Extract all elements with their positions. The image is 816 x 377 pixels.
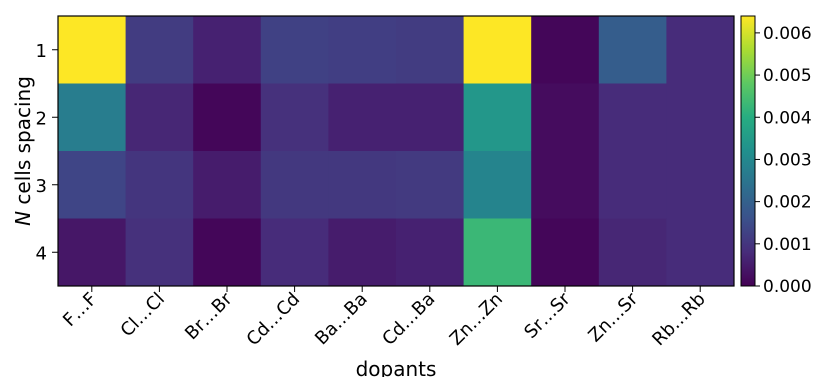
heatmap-cell [666,218,735,287]
heatmap-cell [193,218,262,287]
x-tick-label: Cd…Ba [378,289,439,350]
heatmap-cell [125,218,194,287]
heatmap-cell [463,218,532,287]
heatmap-cell [328,16,397,84]
heatmap-cell [58,218,127,287]
colorbar-tick-label: 0.000 [763,277,812,297]
heatmap-cell [396,151,465,219]
y-axis-label-var: N [11,211,35,226]
x-tick-label: Cl…Cl [117,289,169,341]
heatmap-cell [260,218,329,287]
x-tick-label: Zn…Sr [584,288,642,346]
colorbar-tick-label: 0.003 [763,150,812,170]
x-tick-label: Br…Br [181,288,237,344]
heatmap-cell [598,16,667,84]
heatmap-cell [58,16,127,84]
heatmap-cell [396,83,465,152]
heatmap-cell [193,83,262,152]
heatmap-cell [260,16,329,84]
heatmap-cell [125,83,194,152]
heatmap-cell [328,83,397,152]
heatmap-cell [260,151,329,219]
x-tick-label: Cd…Cd [243,289,305,351]
x-axis-label: dopants [356,357,437,377]
x-tick-label: Sr…Sr [520,288,575,343]
x-tick-label: Rb…Rb [648,289,709,350]
heatmap-cell [193,151,262,219]
y-axis-ticks: 1 2 3 4 [36,41,58,264]
colorbar-tick-label: 0.006 [763,24,812,44]
heatmap-cell [58,83,127,152]
heatmap-cell [531,218,600,287]
x-tick-label: Ba…Ba [311,289,372,350]
heatmap-cell [463,16,532,84]
plot-frame [57,15,735,287]
heatmap-cell [463,151,532,219]
heatmap-cell [58,151,127,219]
heatmap-cell [328,218,397,287]
y-tick-label: 3 [36,176,47,197]
x-tick-label: Zn…Zn [446,289,507,350]
colorbar-tick-label: 0.005 [763,66,812,86]
y-tick-label: 1 [36,41,47,62]
heatmap-cell [463,83,532,152]
y-axis-label: N cells spacing [11,76,35,226]
y-tick-label: 2 [36,108,47,129]
heatmap-cell [598,83,667,152]
heatmap-cell [328,151,397,219]
heatmap-cell [666,151,735,219]
heatmap-cell [396,16,465,84]
y-tick-label: 4 [36,243,47,264]
heatmap-cell [531,83,600,152]
heatmap-cell [125,16,194,84]
colorbar-tick-label: 0.004 [763,108,812,128]
y-axis-label-rest: cells spacing [11,76,35,211]
colorbar-tick-label: 0.002 [763,193,812,213]
colorbar [740,15,756,287]
heatmap-cell [260,83,329,152]
colorbar-ticks: 0.000 0.001 0.002 0.003 0.004 0.005 0.006 [755,24,812,297]
heatmap-cell [531,16,600,84]
heatmap-cell [396,218,465,287]
heatmap-cell [598,151,667,219]
heatmap-cell [125,151,194,219]
heatmap-cell [666,83,735,152]
colorbar-tick-label: 0.001 [763,235,812,255]
heatmap-cell [531,151,600,219]
heatmap-cell [193,16,262,84]
heatmap-cell [666,16,735,84]
heatmap-cell [598,218,667,287]
x-axis-ticks: F…F Cl…Cl Br…Br Cd…Cd Ba…Ba Cd…Ba Zn…Zn Sr…Sr Zn… [59,286,710,350]
heatmap-cells [58,16,735,287]
x-tick-label: F…F [59,289,101,331]
